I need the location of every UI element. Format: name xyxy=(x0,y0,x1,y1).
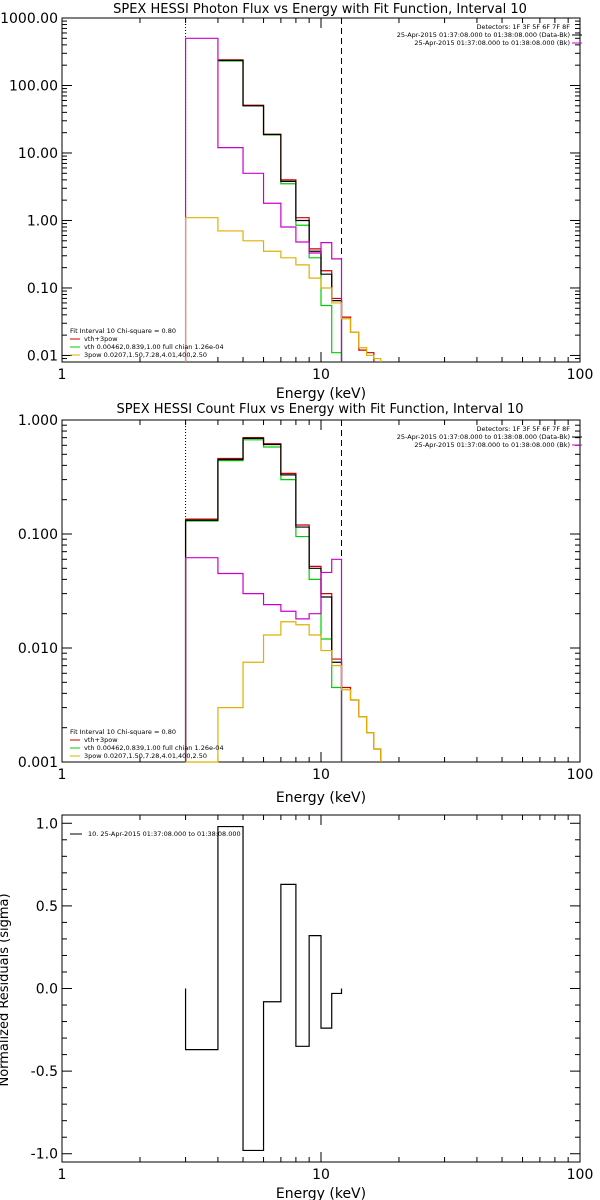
residuals-y-label: Normalized Residuals (sigma) xyxy=(0,893,12,1086)
y-tick-label: 0.001 xyxy=(18,755,58,771)
x-tick-label: 1 xyxy=(58,367,67,383)
photon-flux-fit-header: Fit Interval 10 Chi-square = 0.80 xyxy=(70,327,176,335)
y-tick-label: 100.00 xyxy=(9,78,58,94)
y-tick-label: -1.0 xyxy=(31,1147,58,1163)
count-flux-fit-header: Fit Interval 10 Chi-square = 0.80 xyxy=(70,728,176,736)
photon-flux-legend-bk: 25-Apr-2015 01:37:08.000 to 01:38:08.000… xyxy=(414,39,570,47)
count-flux-x-label: Energy (keV) xyxy=(276,790,366,806)
y-tick-label: 1000.00 xyxy=(0,11,58,27)
photon-flux-top-legend: Detectors: 1F 3F 5F 6F 7F 8F 25-Apr-2015… xyxy=(397,23,582,47)
x-tick-label: 10 xyxy=(312,1167,330,1183)
x-tick-label: 1 xyxy=(58,1167,67,1183)
photon-flux-fit-vth: vth 0.00462,0.839,1.00 full chian 1.26e-… xyxy=(84,343,224,351)
y-tick-label: 0.01 xyxy=(27,348,58,364)
count-flux-series xyxy=(184,437,382,763)
x-tick-label: 10 xyxy=(312,367,330,383)
y-tick-label: 1.0 xyxy=(36,816,58,832)
x-tick-label: 100 xyxy=(567,767,594,783)
residuals-panel: 1 10 100 1.0 0.5 0.0 -0.5 -1.0 10. 25-Apr-2015 … xyxy=(0,814,594,1200)
residuals-x-label: Energy (keV) xyxy=(276,1186,366,1200)
y-tick-label: 0.5 xyxy=(36,899,58,915)
photon-flux-fit-legend: Fit Interval 10 Chi-square = 0.80 vth+3p… xyxy=(70,327,224,359)
residuals-series xyxy=(184,825,343,1152)
y-tick-label: 1.000 xyxy=(18,413,58,429)
count-flux-panel: SPEX HESSI Count Flux vs Energy with Fit… xyxy=(18,402,593,806)
y-tick-label: 1.00 xyxy=(27,213,58,229)
count-flux-legend-bk: 25-Apr-2015 01:37:08.000 to 01:38:08.000… xyxy=(414,441,570,449)
photon-flux-panel: SPEX HESSI Photon Flux vs Energy with Fi… xyxy=(0,2,593,402)
series-line-2 xyxy=(184,437,343,762)
count-flux-top-legend: Detectors: 1F 3F 5F 6F 7F 8F 25-Apr-2015… xyxy=(397,425,582,449)
x-tick-label: 100 xyxy=(567,367,594,383)
series-line-4 xyxy=(184,217,382,362)
photon-flux-series xyxy=(184,37,382,362)
series-line-3 xyxy=(184,37,343,362)
photon-flux-fit-total: vth+3pow xyxy=(84,335,118,343)
y-tick-label: -0.5 xyxy=(31,1064,58,1080)
y-tick-label: 10.00 xyxy=(18,146,58,162)
count-flux-fit-vth: vth 0.00462,0.839,1.00 full chian 1.26e-… xyxy=(84,744,224,752)
count-flux-fit-3pow: 3pow 0.0207,1.50,7.28,4.01,400,2.50 xyxy=(84,752,207,760)
photon-flux-detectors-text: Detectors: 1F 3F 5F 6F 7F 8F xyxy=(476,23,570,31)
residuals-legend-text: 10. 25-Apr-2015 01:37:08.000 to 01:38:08… xyxy=(88,830,241,838)
photon-flux-fit-3pow: 3pow 0.0207,1.50,7.28,4.01,400,2.50 xyxy=(84,351,207,359)
x-tick-label: 10 xyxy=(312,767,330,783)
residuals-legend: 10. 25-Apr-2015 01:37:08.000 to 01:38:08… xyxy=(70,830,241,838)
y-tick-label: 0.100 xyxy=(18,527,58,543)
count-flux-fit-legend: Fit Interval 10 Chi-square = 0.80 vth+3p… xyxy=(70,728,224,760)
series-line-0 xyxy=(184,825,343,1152)
series-line-4 xyxy=(185,621,382,763)
count-flux-legend-data-bk: 25-Apr-2015 01:37:08.000 to 01:38:08.000… xyxy=(397,433,570,441)
photon-flux-x-label: Energy (keV) xyxy=(276,386,366,402)
count-flux-title: SPEX HESSI Count Flux vs Energy with Fit… xyxy=(116,402,523,417)
photon-flux-title: SPEX HESSI Photon Flux vs Energy with Fi… xyxy=(113,2,527,17)
count-flux-detectors-text: Detectors: 1F 3F 5F 6F 7F 8F xyxy=(476,425,570,433)
series-line-2 xyxy=(217,59,343,362)
series-line-0 xyxy=(184,439,343,762)
x-tick-label: 1 xyxy=(58,767,67,783)
y-tick-label: 0.10 xyxy=(27,281,58,297)
photon-flux-axes: 1 10 100 1000.00 100.00 10.00 1.00 0.10 0.01 xyxy=(0,11,593,383)
series-line-3 xyxy=(184,557,343,762)
y-tick-label: 0.010 xyxy=(18,641,58,657)
x-tick-label: 100 xyxy=(567,1167,594,1183)
residuals-axes: 1 10 100 1.0 0.5 0.0 -0.5 -1.0 xyxy=(31,814,594,1183)
count-flux-fit-total: vth+3pow xyxy=(84,736,118,744)
y-tick-label: 0.0 xyxy=(36,982,58,998)
photon-flux-legend-data-bk: 25-Apr-2015 01:37:08.000 to 01:38:08.000… xyxy=(397,31,570,39)
